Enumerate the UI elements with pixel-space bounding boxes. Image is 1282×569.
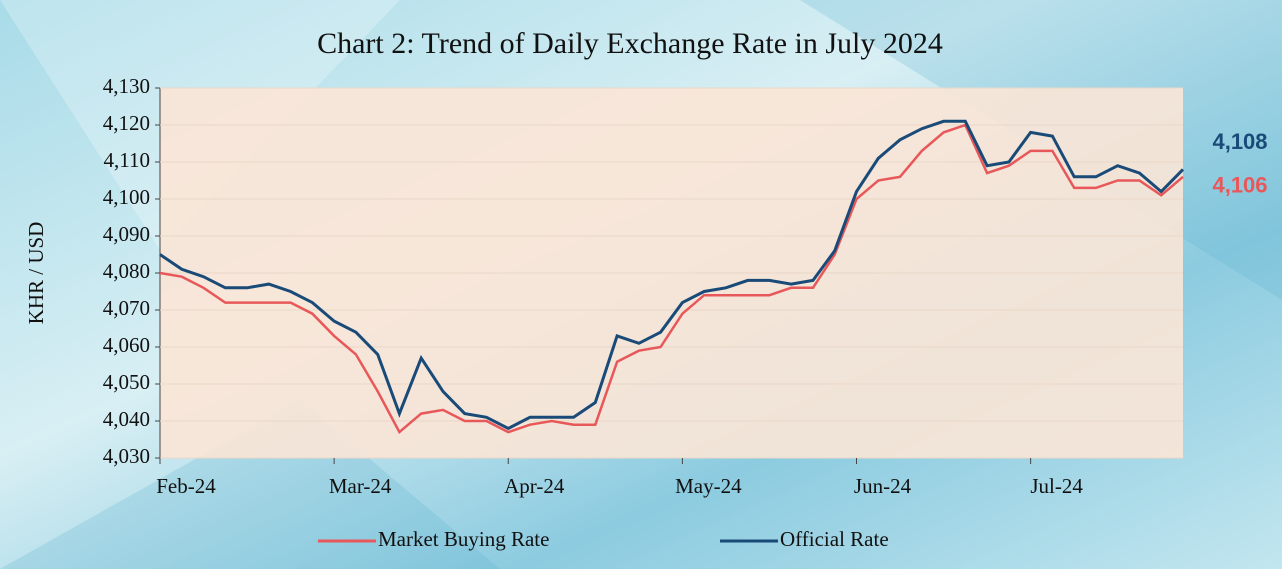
- y-tick-label: 4,110: [104, 148, 150, 172]
- decor: [0, 400, 500, 569]
- x-tick-label: Jul-24: [1030, 474, 1083, 498]
- y-tick-label: 4,050: [103, 370, 150, 394]
- y-tick-label: 4,070: [103, 296, 150, 320]
- end-label: 4,108: [1212, 129, 1267, 154]
- y-tick-label: 4,090: [103, 222, 150, 246]
- y-tick-label: 4,080: [103, 259, 150, 283]
- end-label: 4,106: [1212, 173, 1267, 198]
- legend-label: Official Rate: [780, 527, 889, 551]
- y-tick-label: 4,100: [103, 185, 150, 209]
- y-tick-label: 4,130: [103, 74, 150, 98]
- x-tick-label: May-24: [675, 474, 742, 498]
- x-tick-label: Feb-24: [156, 474, 216, 498]
- line-series: [159, 119, 1185, 431]
- y-tick-label: 4,040: [103, 407, 150, 431]
- y-axis-label: KHR / USD: [24, 222, 48, 325]
- chart-title: Chart 2: Trend of Daily Exchange Rate in…: [317, 27, 943, 60]
- y-tick-label: 4,120: [103, 111, 150, 135]
- legend-label: Market Buying Rate: [378, 527, 549, 551]
- y-tick-label: 4,060: [103, 333, 150, 357]
- x-tick-label: Jun-24: [854, 474, 912, 498]
- x-tick-label: Mar-24: [329, 474, 392, 498]
- y-tick-label: 4,030: [103, 444, 150, 468]
- x-tick-label: Apr-24: [504, 474, 565, 498]
- line-series: [159, 123, 1184, 435]
